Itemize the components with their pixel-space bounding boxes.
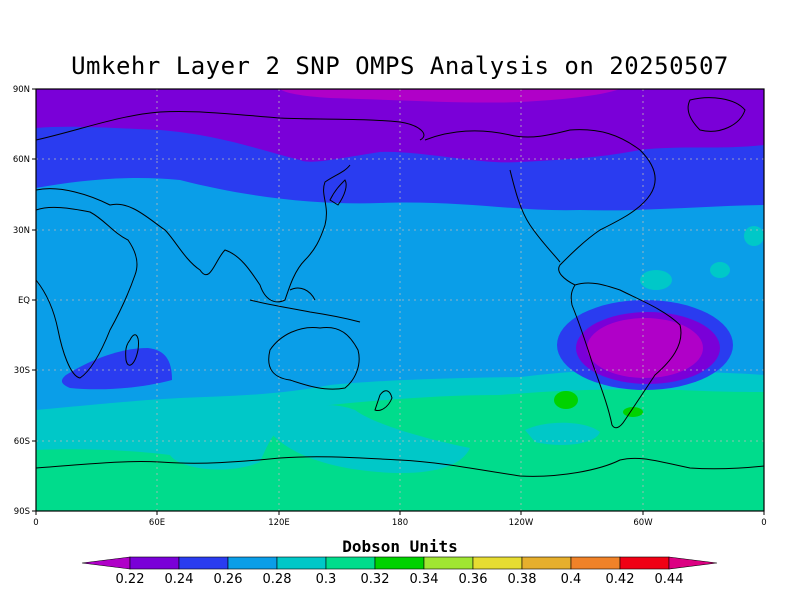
colorbar-tick-label: 0.22 [116,572,145,587]
map-title: Umkehr Layer 2 SNP OMPS Analysis on 2025… [71,52,729,80]
colorbar-segment [619,556,670,570]
x-label: 120W [509,518,534,528]
field-arctic-core [280,89,620,103]
colorbar-tick-label: 0.44 [655,572,684,587]
y-label: 60N [13,155,30,165]
y-label: 60S [14,437,30,447]
graticule [36,89,764,511]
y-label: 30S [14,366,30,376]
axis-ticks [32,88,765,515]
colorbar-title: Dobson Units [342,537,458,556]
x-label: 180 [392,518,408,528]
field-green-blob [554,391,578,409]
x-axis-labels: 0 60E 120E 180 120W 60W 0 [33,518,766,528]
colorbar-high-arrow [668,556,718,570]
x-label: 60E [149,518,165,528]
colorbar-tick-label: 0.24 [165,572,194,587]
y-label: 30N [13,226,30,236]
coastlines [36,97,764,477]
y-label: EQ [18,296,30,306]
y-label: 90N [13,85,30,95]
colorbar-tick-label: 0.4 [561,572,582,587]
x-label: 0 [33,518,38,528]
colorbar-segment [276,556,327,570]
colorbar-segment [521,556,572,570]
field-teal-spot [640,270,672,290]
field-teal-spot-3 [744,226,764,246]
x-label: 60W [633,518,653,528]
field-teal-pocket-2 [525,422,600,445]
colorbar-segment [325,556,376,570]
colorbar: 0.22 0.24 0.26 0.28 0.3 0.32 0.34 0.36 0.38 0.4 0.… [81,556,718,587]
field-indian-blue [61,348,172,390]
field-green-blob-2 [623,407,643,417]
colorbar-tick-label: 0.38 [508,572,537,587]
x-label: 120E [268,518,290,528]
field-teal-pocket [265,405,470,474]
colorbar-segment [178,556,229,570]
y-axis-labels: 90N 60N 30N EQ 30S 60S 90S [13,85,30,517]
colorbar-tick-label: 0.26 [214,572,243,587]
y-label: 90S [14,507,30,517]
field-teal-spot-2 [710,262,730,278]
colorbar-segment [423,556,474,570]
colorbar-segment [129,556,180,570]
colorbar-segment [374,556,425,570]
colorbar-segment [227,556,278,570]
colorbar-segment [472,556,523,570]
colorbar-segment [570,556,621,570]
colorbar-tick-label: 0.28 [263,572,292,587]
colorbar-tick-label: 0.36 [459,572,488,587]
colorbar-tick-label: 0.34 [410,572,439,587]
field-sa-core [587,318,703,378]
colorbar-tick-label: 0.42 [606,572,635,587]
x-label: 0 [761,518,766,528]
colorbar-tick-label: 0.32 [361,572,390,587]
colorbar-tick-label: 0.3 [316,572,337,587]
colorbar-low-arrow [81,556,131,570]
